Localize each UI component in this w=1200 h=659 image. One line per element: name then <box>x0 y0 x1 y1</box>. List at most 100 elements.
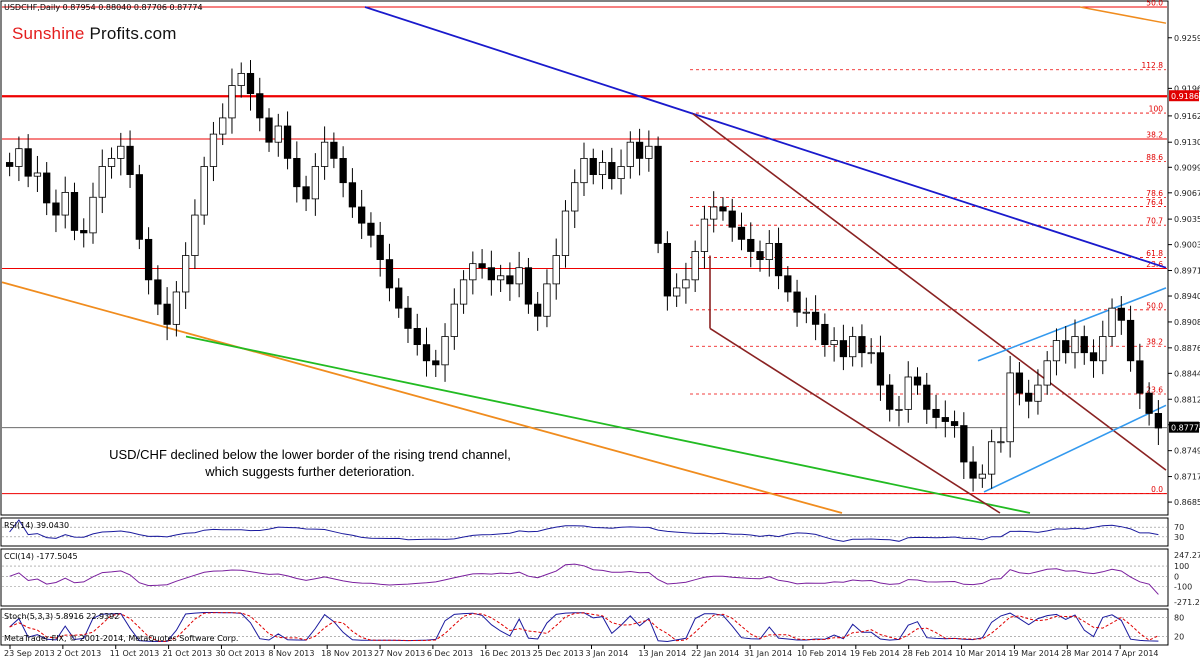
candle-up <box>107 157 116 167</box>
candle-up <box>682 279 690 289</box>
candle-down <box>126 145 134 175</box>
candle-up <box>1099 336 1107 362</box>
rsi-level-label: 30 <box>1174 533 1184 542</box>
fib-level-label: 78.6 <box>1146 189 1163 198</box>
candle-down <box>950 421 959 426</box>
candle-down <box>432 360 440 366</box>
date-tick-label: 2 Oct 2013 <box>57 649 101 658</box>
candle-down <box>506 275 514 285</box>
candle-down <box>422 344 431 362</box>
candle-down <box>135 174 143 240</box>
price-tick-label: 0.91625 <box>1174 112 1200 121</box>
candle-up <box>228 85 236 119</box>
candle-down <box>5 162 14 167</box>
candle-down <box>1080 336 1088 354</box>
cci-range-max-label: 247.2714 <box>1174 551 1200 560</box>
stoch-level-label: 20 <box>1174 633 1184 642</box>
date-tick-label: 22 Jan 2014 <box>691 649 739 658</box>
date-tick-label: 18 Nov 2013 <box>321 649 372 658</box>
candle-down <box>348 182 357 208</box>
candle-up <box>997 441 1005 444</box>
candle-down <box>774 243 783 277</box>
price-marker-label: 0.87774 <box>1171 424 1200 433</box>
candle-up <box>543 283 551 317</box>
candle-up <box>802 311 810 314</box>
price-marker-label: 0.91868 <box>1171 92 1200 101</box>
date-tick-label: 16 Dec 2013 <box>480 649 531 658</box>
date-tick-label: 27 Nov 2013 <box>374 649 425 658</box>
candle-up <box>598 162 607 175</box>
date-tick-label: 10 Mar 2014 <box>956 649 1007 658</box>
candle-down <box>719 206 727 212</box>
candle-down <box>43 172 51 204</box>
candle-up <box>1034 384 1042 402</box>
date-tick-label: 7 Apr 2014 <box>1114 649 1158 658</box>
candle-up <box>182 255 190 293</box>
candle-down <box>728 210 736 228</box>
candle-down <box>358 206 366 224</box>
candle-down <box>1089 352 1098 362</box>
candle-down <box>339 157 347 184</box>
candle-down <box>654 145 662 244</box>
price-tick-label: 0.90675 <box>1174 189 1200 198</box>
date-tick-label: 25 Dec 2013 <box>533 649 584 658</box>
fib-level-label: 70.7 <box>1146 217 1163 226</box>
fib-level-label: 50.0 <box>1146 301 1163 310</box>
candle-down <box>413 328 421 346</box>
candle-up <box>1043 360 1051 386</box>
candle-down <box>737 226 746 240</box>
candle-down <box>330 141 338 159</box>
fib-level-label: 23.6 <box>1146 385 1163 394</box>
date-tick-label: 13 Jan 2014 <box>638 649 686 658</box>
candle-up <box>89 196 97 234</box>
candle-down <box>293 157 301 188</box>
candle-up <box>320 141 329 167</box>
candle-up <box>710 206 718 220</box>
candle-down <box>1136 360 1144 394</box>
candle-down <box>70 191 79 231</box>
candle-up <box>172 291 181 325</box>
stoch-pane <box>0 608 1169 646</box>
orange-trend-line-upper <box>1079 6 1167 24</box>
candle-down <box>246 72 255 95</box>
price-tick-label: 0.88125 <box>1174 395 1200 404</box>
candle-down <box>52 202 60 216</box>
main-price-pane <box>0 0 1169 516</box>
candle-up <box>450 303 458 337</box>
candle-up <box>117 145 125 159</box>
candle-up <box>580 157 588 184</box>
date-tick-label: 30 Oct 2013 <box>215 649 264 658</box>
candle-up <box>1052 340 1061 362</box>
sunshine-profits-logo: Sunshine Profits.com <box>12 24 177 44</box>
candle-down <box>1015 372 1024 394</box>
fib-level-label: 76.4 <box>1146 198 1163 207</box>
date-tick-label: 21 Oct 2013 <box>163 649 212 658</box>
candle-down <box>1145 392 1153 414</box>
stoch-signal-line <box>9 612 1159 642</box>
candle-up <box>561 210 570 256</box>
candle-up <box>311 166 319 200</box>
date-tick-label: 10 Feb 2014 <box>797 649 847 658</box>
candle-down <box>524 267 533 305</box>
rsi-level-label: 70 <box>1174 523 1184 532</box>
brown-channel-lower <box>709 327 1001 514</box>
fib-level-label: 38.2 <box>1146 338 1163 347</box>
candle-down <box>376 234 384 260</box>
candle-up <box>1071 336 1079 354</box>
candle-down <box>478 263 486 269</box>
candle-down <box>1154 413 1163 429</box>
candle-down <box>756 251 764 260</box>
date-tick-label: 11 Oct 2013 <box>110 649 159 658</box>
candle-down <box>1062 340 1070 354</box>
candle-up <box>571 182 579 212</box>
candle-down <box>24 148 32 177</box>
candle-up <box>61 191 69 216</box>
candle-down <box>784 275 792 293</box>
cci-line <box>9 563 1159 595</box>
